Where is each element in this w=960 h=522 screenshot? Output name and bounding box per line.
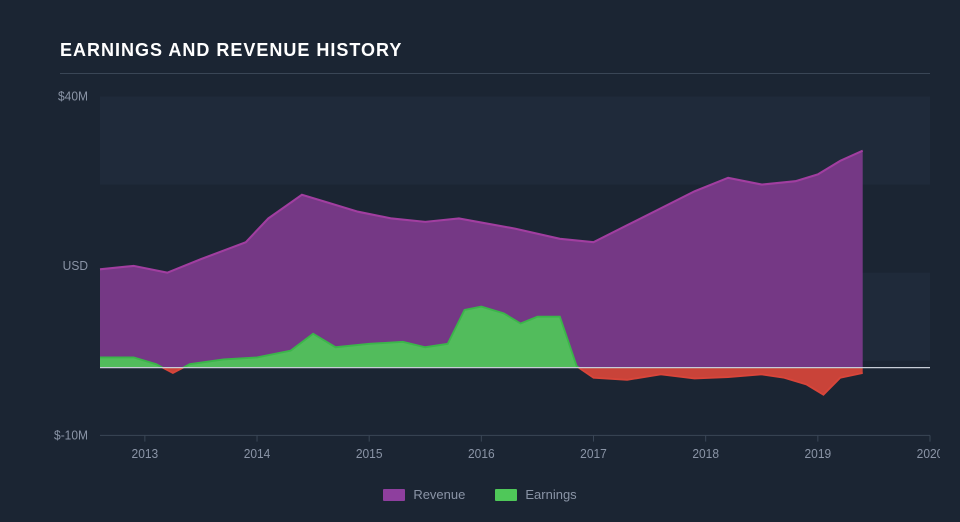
svg-text:2014: 2014 [244, 447, 271, 461]
chart-container: EARNINGS AND REVENUE HISTORY $-10M $40M US… [0, 0, 960, 522]
svg-text:2019: 2019 [805, 447, 832, 461]
svg-text:USD: USD [63, 259, 88, 273]
chart-legend: Revenue Earnings [20, 479, 940, 502]
svg-text:2018: 2018 [692, 447, 719, 461]
legend-label-earnings: Earnings [525, 487, 576, 502]
legend-swatch-earnings [495, 489, 517, 501]
legend-item-earnings: Earnings [495, 487, 576, 502]
chart-svg: $-10M $40M USD 2013 2014 2015 2016 2017 2018 2019… [20, 84, 940, 479]
svg-text:2016: 2016 [468, 447, 495, 461]
svg-text:2015: 2015 [356, 447, 383, 461]
svg-text:2017: 2017 [580, 447, 607, 461]
svg-text:2013: 2013 [132, 447, 159, 461]
legend-item-revenue: Revenue [383, 487, 465, 502]
chart-title: EARNINGS AND REVENUE HISTORY [60, 40, 930, 74]
svg-text:2020: 2020 [917, 447, 940, 461]
svg-text:$40M: $40M [58, 89, 88, 103]
chart-plot-area: $-10M $40M USD 2013 2014 2015 2016 2017 2018 2019… [20, 84, 940, 479]
legend-label-revenue: Revenue [413, 487, 465, 502]
svg-text:$-10M: $-10M [54, 428, 88, 442]
legend-swatch-revenue [383, 489, 405, 501]
